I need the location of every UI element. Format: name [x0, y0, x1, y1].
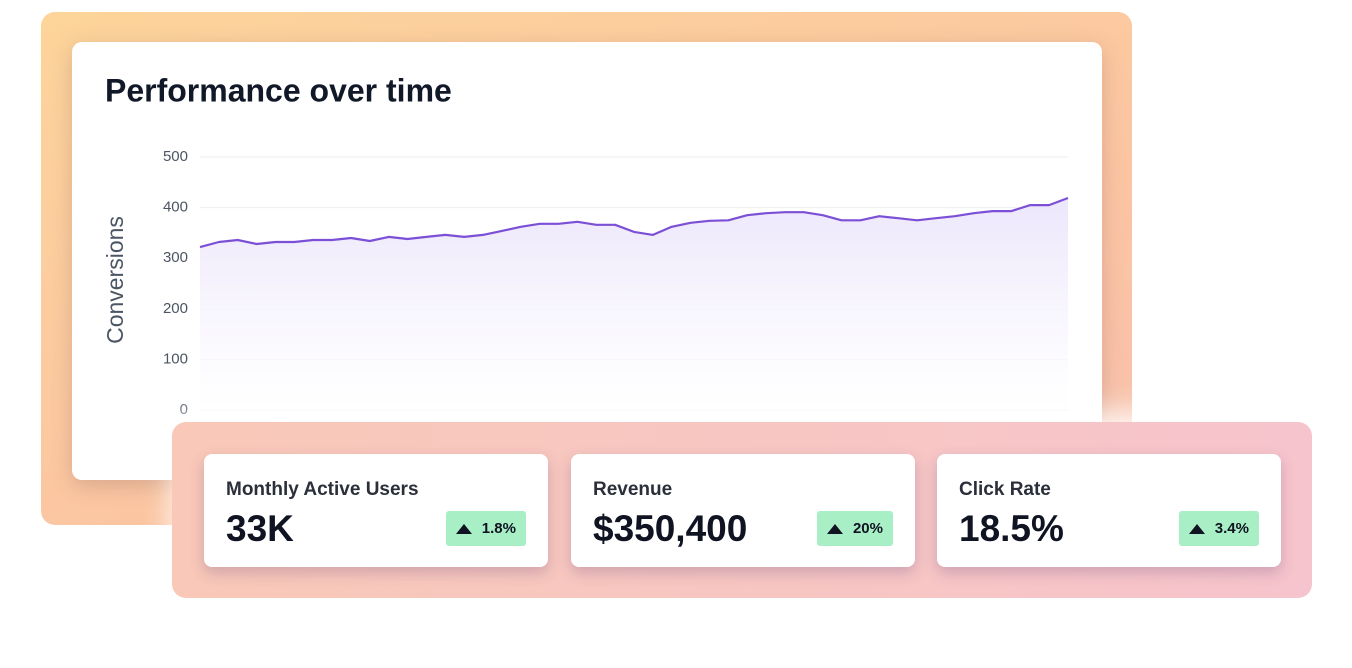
- y-tick-label: 0: [180, 401, 188, 418]
- change-badge: 20%: [816, 511, 893, 546]
- kpi-value: 18.5%: [959, 508, 1064, 549]
- change-value: 20%: [852, 520, 883, 537]
- y-tick-label: 500: [163, 148, 188, 165]
- y-axis-label: Conversions: [102, 216, 128, 344]
- area-fill: [200, 198, 1068, 410]
- y-tick-label: 100: [163, 350, 188, 367]
- y-tick-label: 400: [163, 199, 188, 216]
- kpi-label: Click Rate: [959, 479, 1051, 500]
- up-arrow-icon: [826, 523, 843, 534]
- kpi-label: Monthly Active Users: [226, 479, 419, 500]
- change-value: 3.4%: [1214, 520, 1249, 537]
- up-arrow-icon: [1188, 523, 1205, 534]
- change-value: 1.8%: [481, 520, 516, 537]
- y-tick-label: 200: [163, 300, 188, 317]
- change-badge: 1.8%: [445, 511, 526, 546]
- kpi-card: Monthly Active Users 33K 1.8%: [204, 454, 548, 567]
- kpi-card: Revenue $350,400 20%: [571, 454, 915, 567]
- chart-title: Performance over time: [105, 72, 452, 108]
- kpi-value: 33K: [226, 508, 294, 549]
- kpi-value: $350,400: [593, 508, 748, 549]
- change-badge: 3.4%: [1178, 511, 1259, 546]
- chart: Performance over time Conversions 0 100 20…: [102, 72, 1069, 418]
- up-arrow-icon: [455, 523, 472, 534]
- kpi-label: Revenue: [593, 479, 673, 500]
- y-tick-label: 300: [163, 249, 188, 266]
- kpi-card: Click Rate 18.5% 3.4%: [937, 454, 1281, 567]
- line-series: [199, 196, 1069, 249]
